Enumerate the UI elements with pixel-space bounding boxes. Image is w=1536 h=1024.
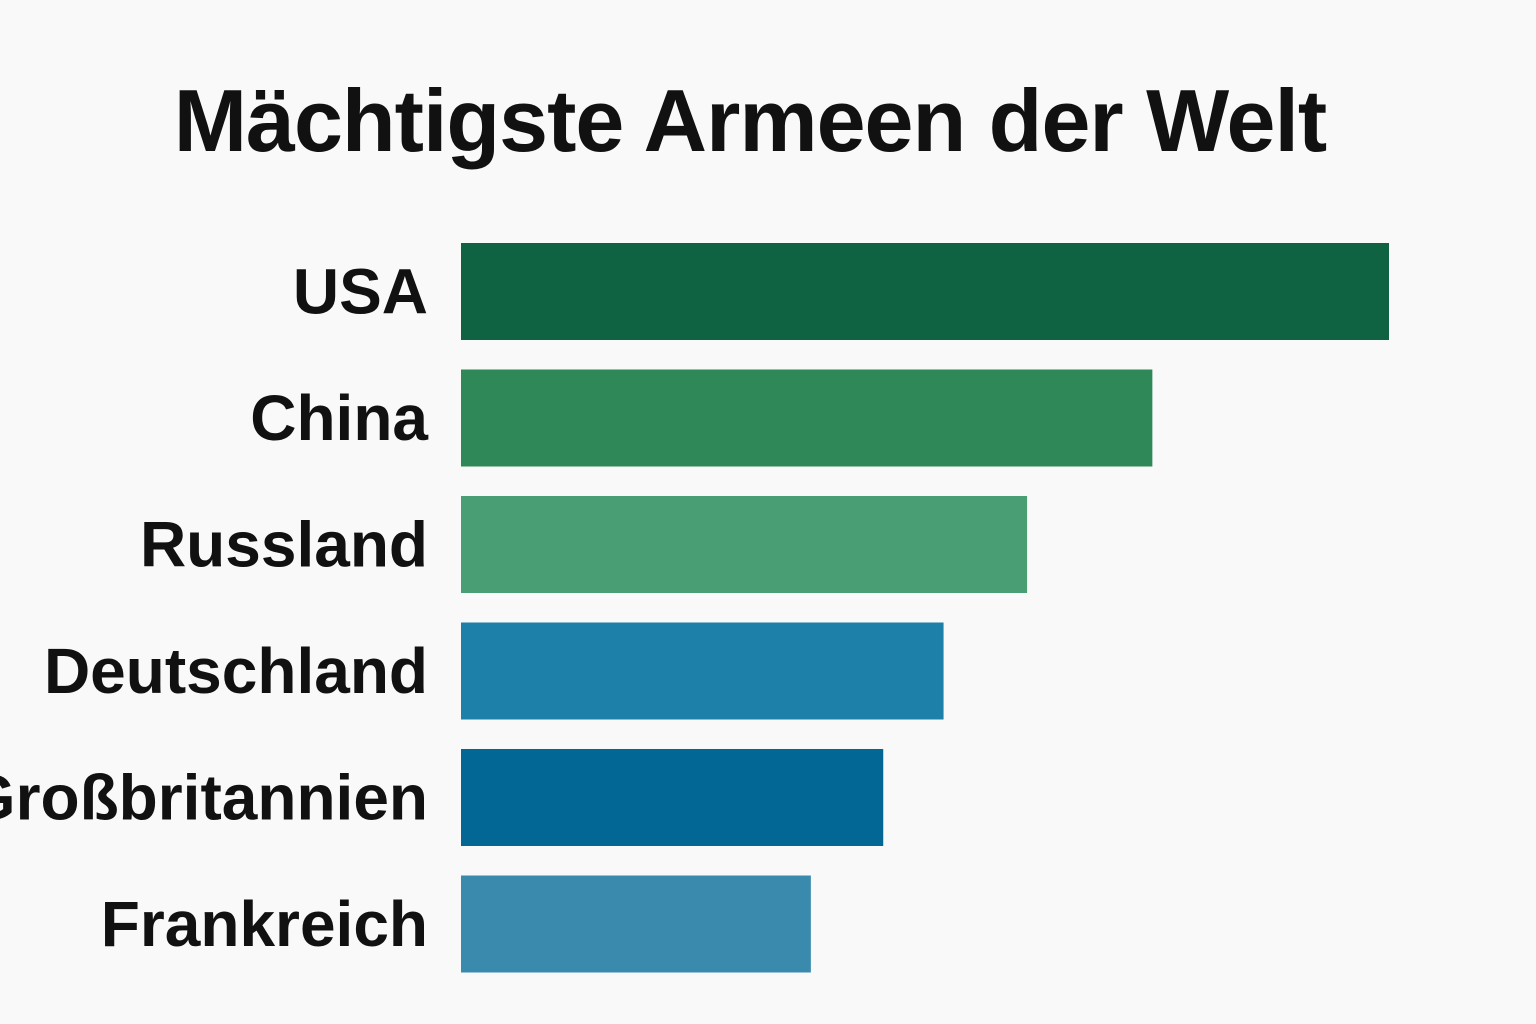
bar-deutschland [461,622,944,720]
category-label: China [250,382,428,454]
bars-layer [461,243,1389,973]
chart-title: Mächtigste Armeen der Welt [173,71,1328,170]
category-label: USA [293,256,428,328]
category-label: Großbritannien [0,762,428,834]
bar-frankreich [461,875,811,973]
bar-gro-britannien [461,749,884,846]
category-label: Deutschland [44,635,428,707]
category-labels: USA China Russland Deutschland Großbritannie… [0,256,428,961]
bar-china [461,369,1153,467]
bar-usa [461,243,1389,340]
bar-russland [461,496,1028,593]
category-label: Frankreich [101,888,428,960]
category-label: Russland [140,509,428,581]
